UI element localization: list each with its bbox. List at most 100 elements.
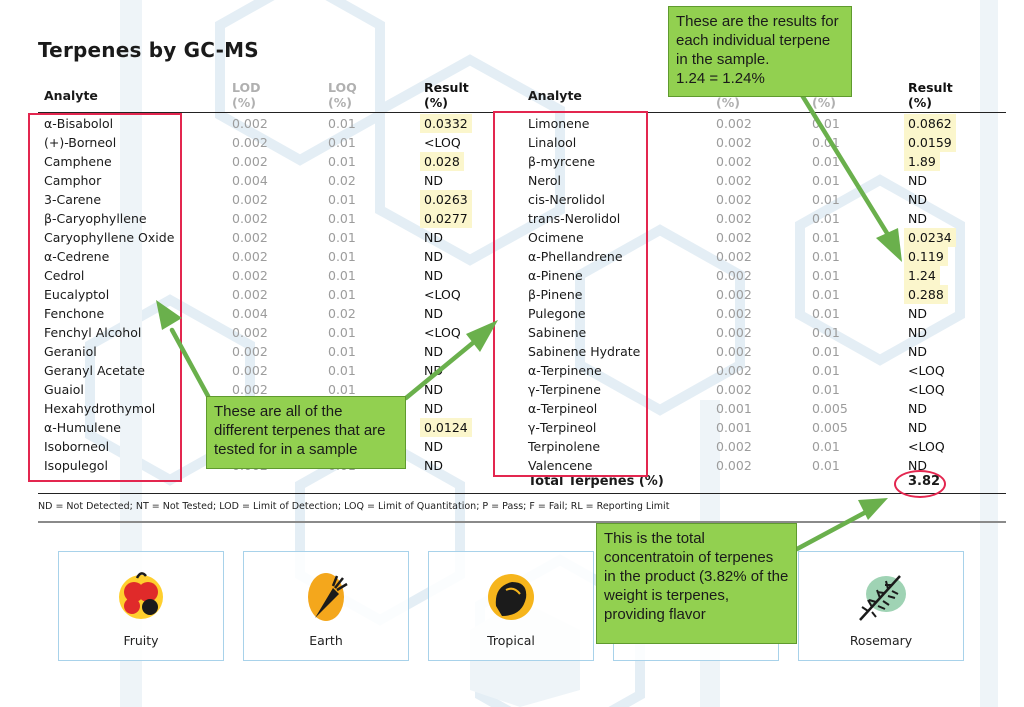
lod-value: 0.002 bbox=[716, 458, 752, 473]
loq-value: 0.01 bbox=[812, 382, 840, 397]
analyte-name: Guaiol bbox=[44, 382, 84, 397]
loq-value: 0.02 bbox=[328, 173, 356, 188]
analyte-header-right: Analyte bbox=[528, 88, 582, 103]
loq-value: 0.01 bbox=[328, 325, 356, 340]
result-value: 1.89 bbox=[904, 152, 940, 171]
analyte-name: α-Terpineol bbox=[528, 401, 598, 416]
result-value: 1.24 bbox=[904, 266, 940, 285]
analyte-name: α-Pinene bbox=[528, 268, 583, 283]
lod-value: 0.002 bbox=[716, 154, 752, 169]
lod-value: 0.001 bbox=[716, 401, 752, 416]
analyte-name: γ-Terpinene bbox=[528, 382, 601, 397]
result-value: 0.028 bbox=[420, 152, 464, 171]
result-value: ND bbox=[424, 306, 443, 321]
lod-value: 0.002 bbox=[232, 325, 268, 340]
flavor-tile-fruity: Fruity bbox=[58, 551, 224, 661]
callout-total-concentration: This is the total concentratoin of terpe… bbox=[596, 523, 797, 644]
result-value: ND bbox=[424, 344, 443, 359]
total-value-circle bbox=[894, 470, 946, 498]
left-analyte-highlight-box bbox=[28, 113, 182, 482]
result-value: ND bbox=[424, 173, 443, 188]
result-value: ND bbox=[424, 458, 443, 473]
lod-value: 0.002 bbox=[716, 439, 752, 454]
lod-value: 0.002 bbox=[716, 382, 752, 397]
lod-value: 0.002 bbox=[232, 230, 268, 245]
analyte-name: Pulegone bbox=[528, 306, 586, 321]
analyte-name: β-Caryophyllene bbox=[44, 211, 147, 226]
analyte-name: Fenchone bbox=[44, 306, 105, 321]
lod-value: 0.002 bbox=[716, 211, 752, 226]
analyte-header: Analyte bbox=[44, 88, 98, 103]
loq-value: 0.01 bbox=[328, 154, 356, 169]
lod-value: 0.002 bbox=[232, 363, 268, 378]
loq-value: 0.01 bbox=[328, 249, 356, 264]
lod-value: 0.001 bbox=[716, 420, 752, 435]
result-value: <LOQ bbox=[908, 382, 945, 397]
result-value: ND bbox=[908, 211, 927, 226]
lod-value: 0.002 bbox=[716, 116, 752, 131]
analyte-name: α-Humulene bbox=[44, 420, 121, 435]
result-value: 0.0234 bbox=[904, 228, 956, 247]
lod-value: 0.002 bbox=[716, 325, 752, 340]
analyte-name: Eucalyptol bbox=[44, 287, 110, 302]
flavor-label: Tropical bbox=[487, 633, 535, 648]
loq-value: 0.01 bbox=[328, 211, 356, 226]
result-header-right: Result (%) bbox=[908, 80, 953, 110]
flavor-label: Earth bbox=[309, 633, 343, 648]
analyte-name: 3-Carene bbox=[44, 192, 102, 207]
loq-value: 0.02 bbox=[328, 306, 356, 321]
analyte-name: α-Phellandrene bbox=[528, 249, 623, 264]
loq-value: 0.01 bbox=[812, 116, 840, 131]
loq-value: 0.01 bbox=[812, 192, 840, 207]
callout-tested-terpenes: These are all of the different terpenes … bbox=[206, 396, 406, 469]
loq-value: 0.01 bbox=[328, 230, 356, 245]
analyte-name: Geranyl Acetate bbox=[44, 363, 145, 378]
loq-value: 0.01 bbox=[812, 249, 840, 264]
right-analyte-highlight-box bbox=[493, 111, 648, 477]
total-terpenes-label: Total Terpenes (%) bbox=[528, 474, 664, 489]
analyte-name: Terpinolene bbox=[528, 439, 601, 454]
analyte-name: Linalool bbox=[528, 135, 577, 150]
analyte-name: Nerol bbox=[528, 173, 562, 188]
loq-value: 0.005 bbox=[812, 401, 848, 416]
lod-value: 0.002 bbox=[716, 287, 752, 302]
loq-value: 0.01 bbox=[328, 382, 356, 397]
result-value: 0.0124 bbox=[420, 418, 472, 437]
flavor-label: Fruity bbox=[123, 633, 159, 648]
lod-value: 0.002 bbox=[232, 211, 268, 226]
analyte-name: β-Pinene bbox=[528, 287, 583, 302]
result-value: ND bbox=[908, 325, 927, 340]
analyte-name: Sabinene Hydrate bbox=[528, 344, 641, 359]
result-value: 0.0159 bbox=[904, 133, 956, 152]
lod-value: 0.002 bbox=[232, 344, 268, 359]
analyte-name: Camphene bbox=[44, 154, 112, 169]
lod-value: 0.002 bbox=[232, 249, 268, 264]
lod-value: 0.002 bbox=[232, 135, 268, 150]
result-value: ND bbox=[908, 192, 927, 207]
lod-value: 0.002 bbox=[232, 268, 268, 283]
analyte-name: (+)-Borneol bbox=[44, 135, 117, 150]
result-value: ND bbox=[424, 249, 443, 264]
result-value: ND bbox=[908, 458, 927, 473]
loq-value: 0.01 bbox=[328, 344, 356, 359]
loq-value: 0.01 bbox=[812, 154, 840, 169]
analyte-name: Geraniol bbox=[44, 344, 97, 359]
analyte-name: Fenchyl Alcohol bbox=[44, 325, 142, 340]
lod-value: 0.002 bbox=[716, 192, 752, 207]
loq-value: 0.01 bbox=[812, 173, 840, 188]
lod-value: 0.004 bbox=[232, 173, 268, 188]
loq-value: 0.01 bbox=[812, 287, 840, 302]
result-value: 0.0277 bbox=[420, 209, 472, 228]
lod-value: 0.002 bbox=[716, 268, 752, 283]
callout-individual-results: These are the results for each individua… bbox=[668, 6, 852, 97]
result-value: ND bbox=[424, 363, 443, 378]
total-rule bbox=[38, 493, 1006, 494]
result-value: <LOQ bbox=[908, 363, 945, 378]
lod-value: 0.002 bbox=[716, 306, 752, 321]
result-value: ND bbox=[908, 344, 927, 359]
result-value: <LOQ bbox=[424, 135, 461, 150]
loq-value: 0.01 bbox=[812, 135, 840, 150]
flavor-label: Rosemary bbox=[849, 633, 913, 648]
flavor-tile-tropical: Tropical bbox=[428, 551, 594, 661]
analyte-name: α-Cedrene bbox=[44, 249, 110, 264]
